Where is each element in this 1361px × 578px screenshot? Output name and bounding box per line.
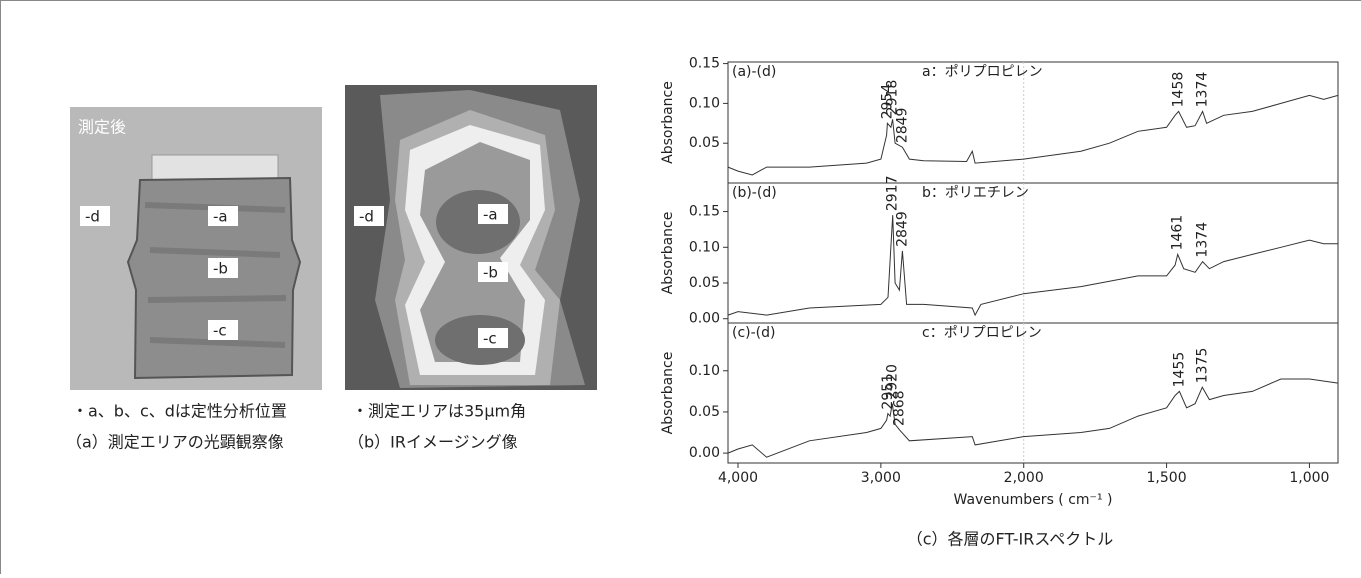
plot-frame: [728, 183, 1338, 323]
marker: -b: [213, 260, 228, 278]
y-tick-label: 0.05: [689, 404, 720, 420]
ir-image: -d -a -b -c: [345, 85, 597, 390]
panel-title: a：ポリプロピレン: [922, 64, 1043, 80]
caption: （c）各層のFT-IRスペクトル: [907, 530, 1114, 549]
peak-label: 2849: [894, 211, 910, 247]
panel-title: b：ポリエチレン: [922, 185, 1029, 201]
photo-label: 測定後: [78, 118, 126, 137]
x-tick-label: 1,500: [1147, 470, 1187, 486]
spectrum-line: [728, 379, 1338, 457]
y-axis-label: Absorbance: [660, 81, 676, 164]
x-tick-label: 3,000: [861, 470, 901, 486]
peak-label: 1458: [1171, 72, 1187, 108]
y-tick-label: 0.05: [689, 135, 720, 151]
marker: -d: [85, 208, 100, 226]
peak-label: 1461: [1170, 215, 1186, 251]
y-tick-label: 0.10: [689, 363, 720, 379]
x-tick-label: 1,000: [1289, 470, 1329, 486]
x-axis-label: Wavenumbers ( cm⁻¹ ): [954, 492, 1113, 508]
panel-label: (a)-(d): [732, 64, 776, 80]
plot-frame: [728, 323, 1338, 463]
x-tick-label: 2,000: [1004, 470, 1044, 486]
y-axis-label: Absorbance: [660, 212, 676, 295]
y-tick-label: 0.05: [689, 275, 720, 291]
marker: -d: [359, 208, 374, 226]
page: 測定後 -d -a -b -c ・a、b、c、dは定性分析位置 （a）測定エリア…: [0, 0, 1361, 574]
marker: -a: [213, 208, 228, 226]
marker: -a: [483, 206, 498, 224]
peak-label: 2849: [894, 108, 910, 144]
peak-label: 1374: [1195, 222, 1211, 258]
x-tick-label: 4,000: [718, 470, 758, 486]
y-tick-label: 0.00: [689, 445, 720, 461]
marker: -c: [483, 330, 497, 348]
y-tick-label: 0.10: [689, 239, 720, 255]
plot-frame: [728, 62, 1338, 183]
peak-label: 2917: [885, 176, 901, 212]
y-tick-label: 0.00: [689, 311, 720, 327]
spectrum-line: [728, 95, 1338, 175]
caption: （a）測定エリアの光顕観察像: [66, 433, 284, 452]
peak-label: 1374: [1195, 72, 1211, 108]
note: ・a、b、c、dは定性分析位置: [72, 402, 287, 421]
photo: 測定後 -d -a -b -c: [70, 107, 322, 390]
peak-label: 2868: [892, 390, 908, 426]
marker: -b: [483, 264, 498, 282]
y-axis-label: Absorbance: [660, 352, 676, 435]
peak-label: 1455: [1171, 352, 1187, 388]
marker: -c: [213, 322, 227, 340]
peak-label: 1375: [1194, 348, 1210, 384]
spectrum-line: [728, 215, 1338, 315]
y-tick-label: 0.15: [689, 204, 720, 220]
caption: （b）IRイメージング像: [348, 433, 518, 452]
y-tick-label: 0.10: [689, 95, 720, 111]
y-tick-label: 0.15: [689, 56, 720, 72]
panel-label: (b)-(d): [732, 185, 777, 201]
panel-label: (c)-(d): [732, 325, 775, 341]
note: ・測定エリアは35μm角: [352, 402, 526, 421]
